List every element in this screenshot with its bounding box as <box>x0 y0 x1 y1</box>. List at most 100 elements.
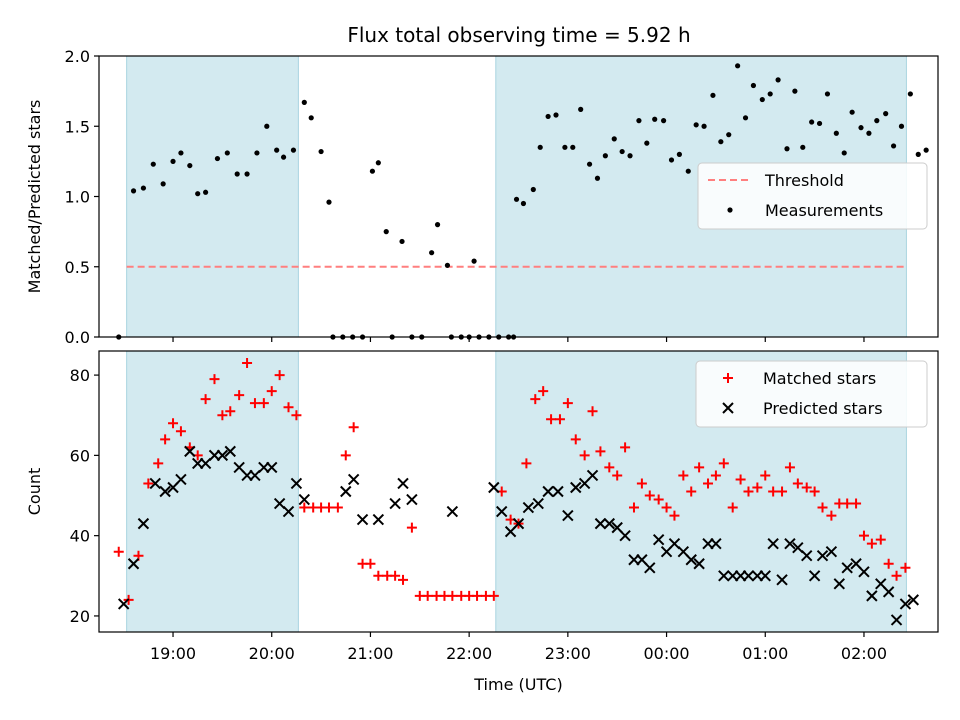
measurement-point <box>693 122 699 128</box>
matched-star-point <box>612 470 623 481</box>
predicted-star-point <box>159 485 171 498</box>
measurement-point <box>308 115 314 121</box>
measurement-point <box>429 250 435 256</box>
measurement-point <box>858 125 864 131</box>
measurement-point <box>759 96 765 103</box>
matched-star-point <box>777 486 788 497</box>
matched-star-point <box>538 386 549 397</box>
matched-star-point <box>851 498 862 509</box>
measurement-point <box>224 150 230 156</box>
measurement-point <box>570 144 576 150</box>
measurement-point <box>214 155 221 162</box>
measurement-point <box>234 171 240 177</box>
measurement-point <box>244 171 250 177</box>
matched-star-point <box>768 486 779 497</box>
predicted-star-point <box>298 493 311 506</box>
matched-star-point <box>332 502 343 513</box>
measurement-point <box>701 123 707 129</box>
measurement-point <box>849 109 855 115</box>
measurement-point <box>513 196 520 202</box>
predicted-star-point <box>149 477 161 490</box>
matched-star-point <box>636 478 647 489</box>
matched-star-point <box>530 394 541 405</box>
predicted-star-point <box>784 537 796 550</box>
predicted-star-point <box>512 517 525 530</box>
measurement-point <box>375 160 381 166</box>
bottom-y-tick-label: 60 <box>70 446 90 465</box>
measurement-point <box>676 151 682 157</box>
predicted-star-point <box>816 550 829 562</box>
predicted-star-point <box>603 517 616 530</box>
predicted-star-point <box>224 445 236 458</box>
measurement-point <box>611 136 617 142</box>
matched-star-point <box>242 358 253 369</box>
matched-star-point <box>562 398 573 409</box>
predicted-star-point <box>792 541 804 554</box>
predicted-star-point <box>340 485 352 498</box>
matched-star-point <box>258 398 269 409</box>
top-y-tick-label: 0.5 <box>65 258 90 277</box>
predicted-star-point <box>710 537 722 550</box>
predicted-star-point <box>542 485 554 498</box>
predicted-star-point <box>282 505 295 518</box>
matched-star-point <box>143 478 154 489</box>
matched-star-point <box>826 510 837 521</box>
measurement-point <box>545 113 551 120</box>
measurement-point <box>150 161 156 167</box>
predicted-star-point <box>249 469 261 482</box>
measurement-point <box>619 148 625 155</box>
measurement-point <box>562 144 568 150</box>
measurement-point <box>280 154 287 160</box>
top-legend: Threshold Measurements <box>697 162 928 230</box>
matched-star-point <box>153 458 164 469</box>
measurement-point <box>710 92 716 98</box>
measurement-point <box>636 118 642 124</box>
bottom-panel: 20 40 60 80 19:00 20:00 21:00 22:00 23:00 00:00 01… <box>25 350 939 694</box>
predicted-star-point <box>175 473 187 486</box>
predicted-star-point <box>356 513 369 526</box>
measurement-point <box>586 161 593 167</box>
matched-star-point <box>365 558 376 569</box>
measurement-point <box>203 189 209 195</box>
legend-predicted-marker <box>722 402 734 414</box>
measurement-point <box>866 130 872 136</box>
predicted-star-point <box>841 562 853 574</box>
predicted-star-point <box>522 501 535 514</box>
matched-star-point <box>809 486 820 497</box>
predicted-star-point <box>446 505 459 518</box>
matched-star-point <box>669 510 680 521</box>
predicted-star-point <box>907 594 920 606</box>
predicted-star-point <box>266 461 278 474</box>
measurement-point <box>444 262 451 268</box>
matched-star-point <box>249 398 260 409</box>
bottom-y-axis-label: Count <box>25 468 44 516</box>
predicted-star-point <box>644 562 656 574</box>
matched-star-point <box>644 490 655 501</box>
x-tick-label: 02:00 <box>841 644 887 663</box>
predicted-star-point <box>825 546 838 558</box>
predicted-star-point <box>890 614 903 626</box>
top-panel: 0.0 0.5 1.0 1.5 2.0 Matched/Predicted stars Th… <box>25 47 939 347</box>
measurement-point <box>178 150 184 156</box>
predicted-star-point <box>127 558 140 570</box>
matched-star-point <box>620 442 631 453</box>
measurement-point <box>726 132 732 138</box>
measurement-point <box>318 148 324 155</box>
measurement-point <box>553 112 559 118</box>
matched-star-point <box>875 534 886 545</box>
matched-star-point <box>801 482 812 493</box>
top-y-tick-label: 2.0 <box>65 47 90 66</box>
top-y-tick-label: 1.0 <box>65 188 90 207</box>
matched-star-point <box>406 522 417 533</box>
bottom-y-tick-label: 20 <box>70 607 90 626</box>
x-tick-label: 22:00 <box>446 644 492 663</box>
x-tick-label: 01:00 <box>742 644 788 663</box>
matched-star-point <box>900 562 911 573</box>
top-y-tick-label: 0.0 <box>65 328 90 347</box>
predicted-star-point <box>866 590 878 602</box>
measurement-point <box>195 191 201 197</box>
legend-label: Threshold <box>764 171 844 190</box>
predicted-star-point <box>406 493 418 506</box>
matched-star-point <box>472 590 483 601</box>
